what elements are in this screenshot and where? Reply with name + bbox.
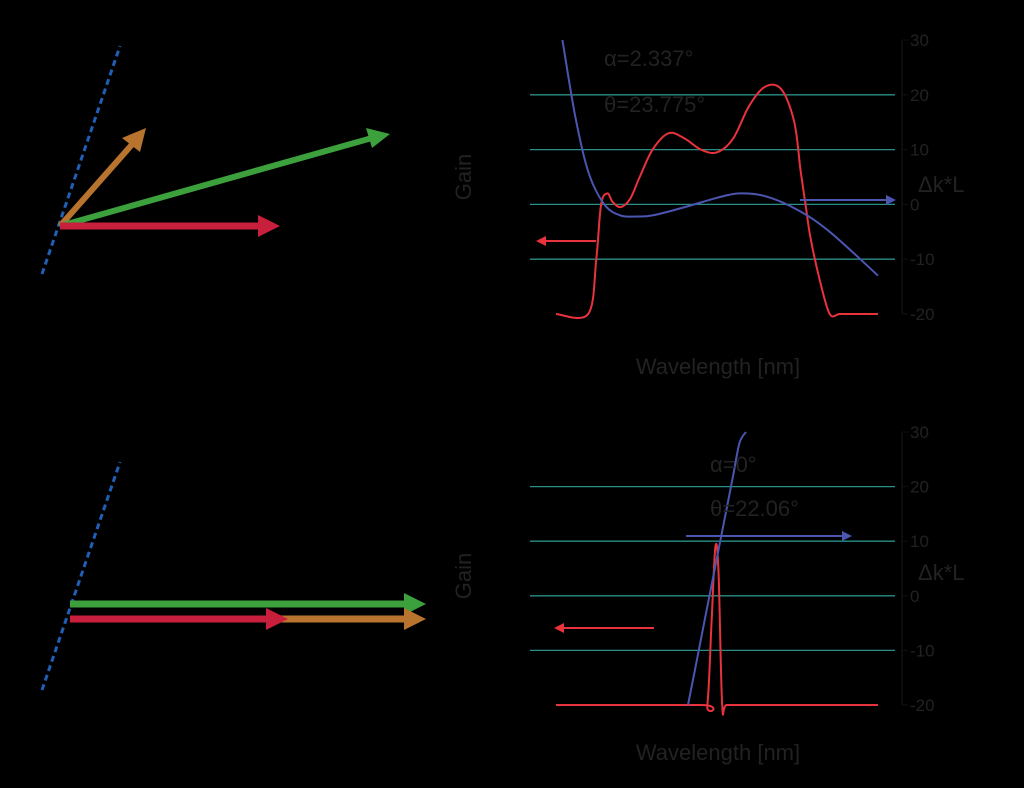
tick-label: -10 xyxy=(910,641,935,660)
annotation-alpha: α=2.337° xyxy=(604,46,693,71)
annotation-theta: θ=22.06° xyxy=(710,496,799,521)
vector-red xyxy=(60,215,280,237)
y-axis-title-right: Δk*L xyxy=(918,560,965,585)
tick-label: -20 xyxy=(910,305,935,324)
gain-axis-arrow xyxy=(554,623,654,633)
tick-label: 20 xyxy=(910,86,929,105)
right-y-ticks: 30 20 10 0 -10 -20 xyxy=(902,31,935,324)
gain-axis-arrow xyxy=(536,236,596,246)
x-axis-title: Wavelength [nm] xyxy=(636,354,800,379)
dkl-curve xyxy=(687,431,747,706)
gridlines xyxy=(530,94,895,260)
tick-label: 30 xyxy=(910,423,929,442)
tick-label: 0 xyxy=(910,587,919,606)
vector-green xyxy=(59,128,390,229)
tick-label: -10 xyxy=(910,250,935,269)
dkl-axis-arrow xyxy=(800,195,896,205)
wavevector-diagram-bottom xyxy=(40,461,426,691)
tick-label: -20 xyxy=(910,696,935,715)
vector-green xyxy=(70,593,426,615)
y-axis-title-left: Gain xyxy=(451,154,476,200)
tick-label: 10 xyxy=(910,532,929,551)
vector-orange xyxy=(280,608,426,630)
gain-dkl-chart-top: 30 20 10 0 -10 -20 α=2.337° θ=23.775° Wavelen… xyxy=(451,31,965,379)
dkl-curve xyxy=(561,39,879,277)
annotation-theta: θ=23.775° xyxy=(604,92,705,117)
tick-label: 30 xyxy=(910,31,929,50)
gain-dkl-chart-bottom: 30 20 10 0 -10 -20 α=0° θ=22.06° Wavelength [… xyxy=(451,423,965,765)
wavevector-diagram-top xyxy=(40,45,390,275)
vector-red xyxy=(70,608,288,630)
boundary-line xyxy=(40,461,122,691)
gain-curve xyxy=(555,83,878,319)
x-axis-title: Wavelength [nm] xyxy=(636,740,800,765)
vector-orange xyxy=(57,128,146,228)
dkl-axis-arrow xyxy=(686,531,852,541)
tick-label: 10 xyxy=(910,141,929,160)
right-y-ticks: 30 20 10 0 -10 -20 xyxy=(902,423,935,715)
boundary-line xyxy=(40,45,122,275)
tick-label: 20 xyxy=(910,478,929,497)
annotation-alpha: α=0° xyxy=(710,452,757,477)
y-axis-title-left: Gain xyxy=(451,553,476,599)
gain-curve xyxy=(556,542,878,716)
y-axis-title-right: Δk*L xyxy=(918,172,965,197)
tick-label: 0 xyxy=(910,195,919,214)
